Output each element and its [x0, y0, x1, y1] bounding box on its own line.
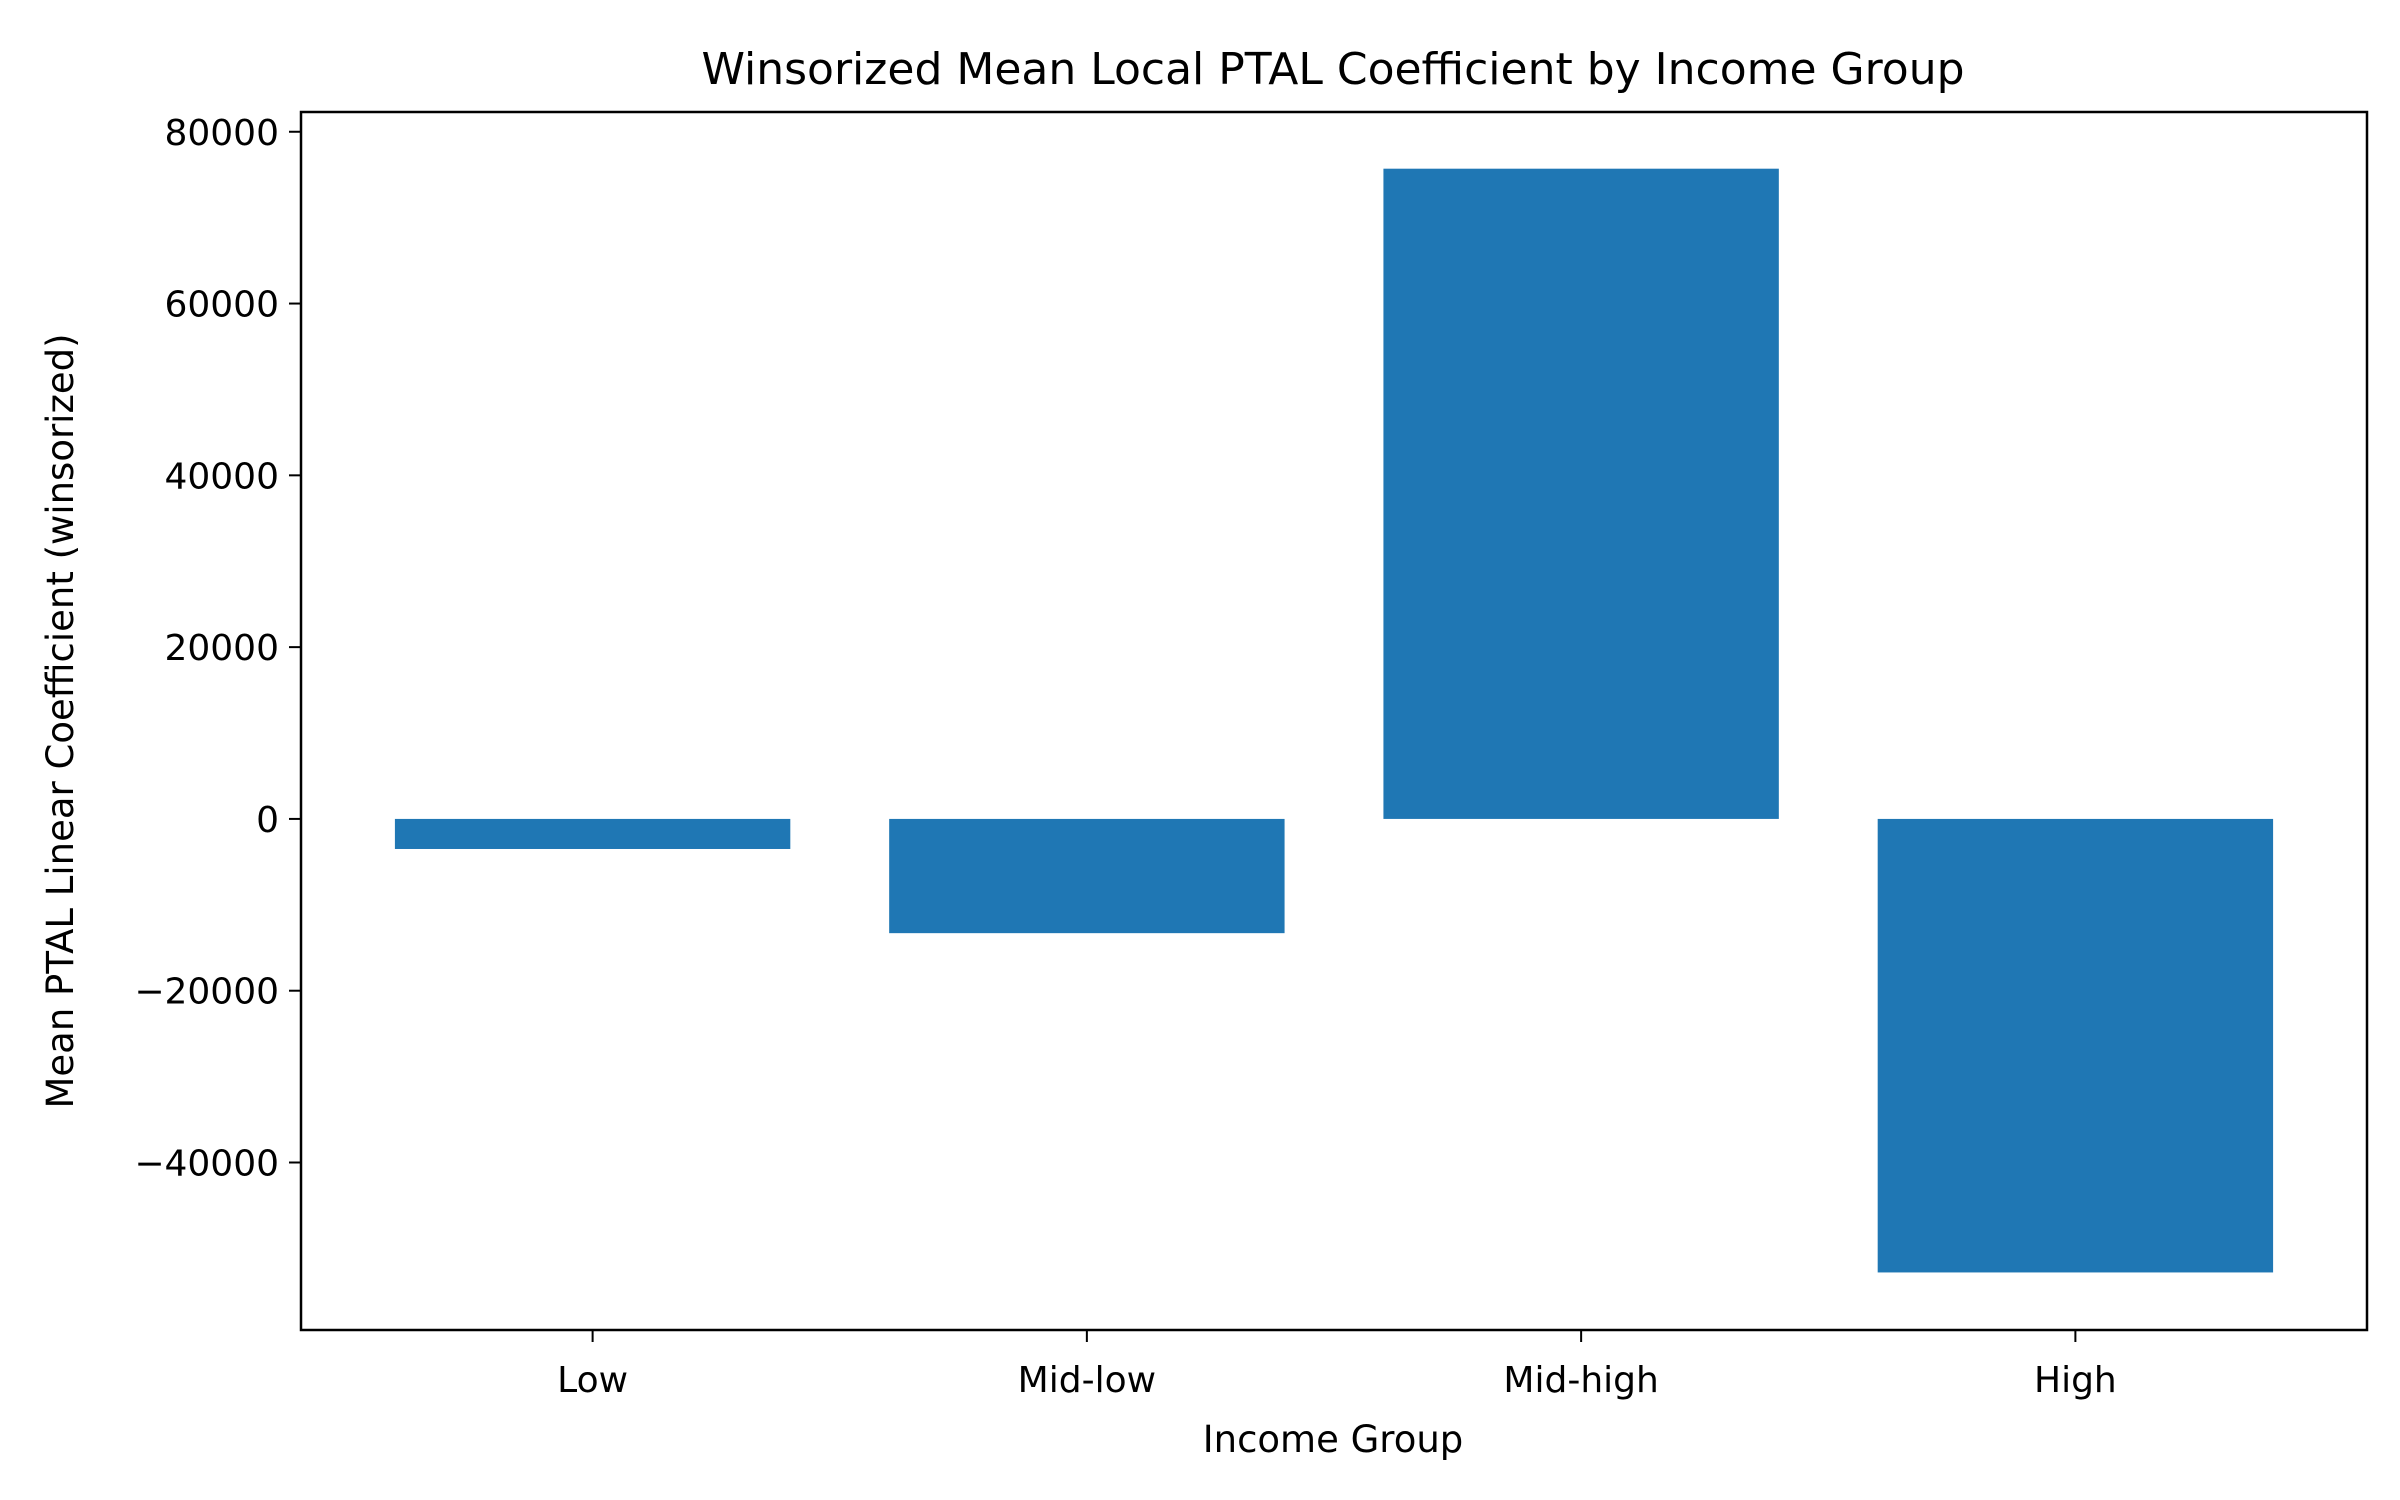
- bar-low: [394, 818, 791, 849]
- y-tick-label: 60000: [164, 285, 279, 326]
- y-axis-ticks: −40000 −20000 0 20000 40000 60000 80000: [134, 113, 301, 1185]
- y-tick-label: 20000: [164, 628, 279, 669]
- x-tick-label: Mid-low: [1018, 1360, 1156, 1401]
- x-tick-label: Mid-high: [1503, 1360, 1658, 1401]
- y-tick-label: 40000: [164, 456, 279, 497]
- x-tick-label: Low: [557, 1360, 628, 1401]
- bar-mid-low: [889, 818, 1285, 934]
- plot-frame: [299, 110, 2369, 1332]
- y-tick-label: 80000: [164, 113, 279, 154]
- y-tick-label: −40000: [134, 1144, 279, 1185]
- chart-title: Winsorized Mean Local PTAL Coefficient b…: [701, 44, 1964, 95]
- bar-mid-high: [1383, 168, 1779, 819]
- x-axis-ticks: Low Mid-low Mid-high High: [557, 1330, 2117, 1401]
- x-axis-label: Income Group: [1203, 1418, 1464, 1461]
- bars-layer: [394, 168, 2274, 1273]
- bar-high: [1877, 818, 2274, 1273]
- y-axis-label: Mean PTAL Linear Coefficient (winsorized…: [39, 333, 82, 1108]
- y-tick-label: −20000: [134, 972, 279, 1013]
- y-tick-label: 0: [256, 800, 279, 841]
- x-tick-label: High: [2034, 1360, 2117, 1401]
